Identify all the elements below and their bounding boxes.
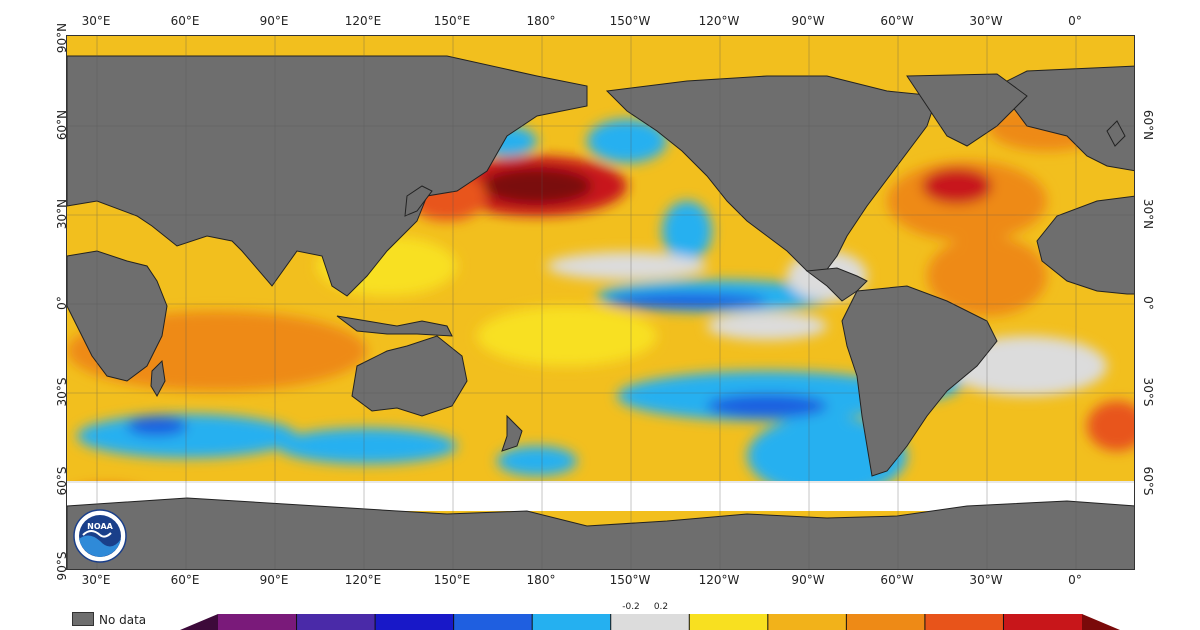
japan-land — [404, 185, 433, 217]
eurasia-land — [67, 55, 588, 297]
lat-label-left: 30°N — [55, 198, 69, 230]
colorbar-segment — [689, 614, 769, 630]
lon-label-top: 180° — [526, 14, 556, 28]
lon-label-top: 150°W — [609, 14, 651, 28]
lon-label-top: 30°E — [81, 14, 111, 28]
colorbar-segment — [610, 614, 690, 630]
lat-label-right: 30°N — [1141, 198, 1155, 230]
svg-text:NOAA: NOAA — [87, 522, 113, 531]
lon-label-top: 60°E — [170, 14, 200, 28]
central-america-land — [805, 267, 868, 302]
no-data-label: No data — [99, 613, 147, 627]
greenland-land — [906, 73, 1028, 147]
south-america-land — [841, 285, 998, 477]
lat-label-left: 60°N — [55, 109, 69, 141]
lon-label-top: 120°E — [344, 14, 382, 28]
lat-label-left: 30°S — [55, 377, 69, 407]
colorbar-segment — [218, 614, 298, 630]
australia-land — [351, 335, 468, 417]
lon-label-bottom: 60°W — [880, 573, 914, 587]
colorbar-segment — [767, 614, 847, 630]
colorbar-segment — [453, 614, 533, 630]
lat-label-left: 60°S — [55, 466, 69, 496]
lon-label-bottom: 30°E — [81, 573, 111, 587]
lat-label-left: 90°S — [55, 551, 69, 581]
graticule — [67, 36, 1134, 569]
antarctica-land — [67, 497, 1134, 569]
indonesia-land — [336, 315, 453, 337]
lat-label-right: 0° — [1141, 296, 1155, 310]
uk-land — [1106, 120, 1126, 147]
lon-label-bottom: 150°E — [433, 573, 471, 587]
lon-label-top: 0° — [1068, 14, 1082, 28]
lat-label-right: 60°N — [1141, 109, 1155, 141]
colorbar-tick-label: 0.2 — [653, 602, 669, 612]
lon-label-bottom: 180° — [526, 573, 556, 587]
lat-label-right: 30°S — [1141, 377, 1155, 407]
lon-label-bottom: 0° — [1068, 573, 1082, 587]
colorbar-segment — [296, 614, 376, 630]
colorbar-segment — [924, 614, 1004, 630]
lon-label-top: 150°E — [433, 14, 471, 28]
colorbar-segment — [375, 614, 455, 630]
lon-label-bottom: 90°W — [791, 573, 825, 587]
lon-label-bottom: 120°W — [698, 573, 740, 587]
lon-label-bottom: 90°E — [259, 573, 289, 587]
colorbar — [180, 614, 1120, 630]
colorbar-segment — [1003, 614, 1083, 630]
lat-label-left: 0° — [55, 296, 69, 310]
lon-label-bottom: 150°W — [609, 573, 651, 587]
sst-anomaly-map — [66, 35, 1135, 570]
africa-land — [67, 250, 168, 382]
lat-label-left: 90°N — [55, 22, 69, 54]
colorbar-tick-label: -0.2 — [622, 602, 640, 612]
lon-label-bottom: 30°W — [969, 573, 1003, 587]
no-data-swatch — [72, 612, 94, 626]
africa-east-land — [1036, 195, 1134, 295]
lon-label-top: 90°E — [259, 14, 289, 28]
lon-label-top: 30°W — [969, 14, 1003, 28]
lon-label-top: 60°W — [880, 14, 914, 28]
new-zealand-land — [501, 414, 523, 452]
europe-land — [996, 65, 1134, 172]
lon-label-top: 120°W — [698, 14, 740, 28]
noaa-logo: NOAA — [73, 509, 127, 563]
lat-label-right: 60°S — [1141, 466, 1155, 496]
colorbar-max-arrow — [1082, 614, 1120, 630]
colorbar-segment — [532, 614, 612, 630]
lon-label-bottom: 60°E — [170, 573, 200, 587]
madagascar-land — [150, 359, 166, 398]
colorbar-segment — [846, 614, 926, 630]
lon-label-top: 90°W — [791, 14, 825, 28]
colorbar-min-arrow — [180, 614, 218, 630]
lon-label-bottom: 120°E — [344, 573, 382, 587]
